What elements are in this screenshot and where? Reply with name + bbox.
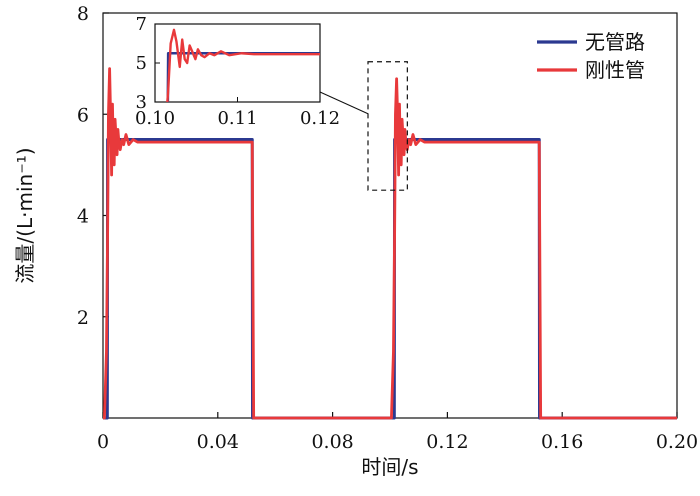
inset-frame [154,23,321,103]
y-tick-label: 4 [77,206,89,228]
zoom-region-box [367,61,408,191]
inset-y-tick-label: 7 [136,14,147,35]
zoom-annotation [319,61,408,191]
x-tick-label: 0 [97,431,109,453]
inset-plot: 0.10 0.11 0.12 3 5 7 [135,14,340,129]
inset-y-tick-label: 5 [136,53,147,74]
main-series-layer [103,67,677,420]
zoom-connector-line [319,91,369,115]
inset-x-tick-label: 0.12 [300,108,340,129]
legend-label-1: 无管路 [585,30,645,54]
x-tick-label: 0.20 [656,431,698,453]
inset-x-tick-label: 0.10 [135,108,175,129]
series-line-1 [103,138,677,420]
series-line-2 [103,67,677,420]
x-tick-label: 0.12 [426,431,468,453]
y-tick-label: 6 [77,104,89,126]
y-tick-label: 8 [77,3,89,25]
x-tick-label: 0.08 [311,431,353,453]
legend-label-2: 刚性管 [585,58,645,82]
inset-y-tick-label: 3 [136,92,147,113]
y-axis-label: 流量/(L·min⁻¹) [13,147,37,283]
x-tick-label: 0.04 [197,431,239,453]
inset-x-tick-label: 0.11 [217,108,257,129]
x-tick-label: 0.16 [541,431,583,453]
x-axis-label: 时间/s [361,455,418,479]
y-tick-label: 2 [77,307,89,329]
